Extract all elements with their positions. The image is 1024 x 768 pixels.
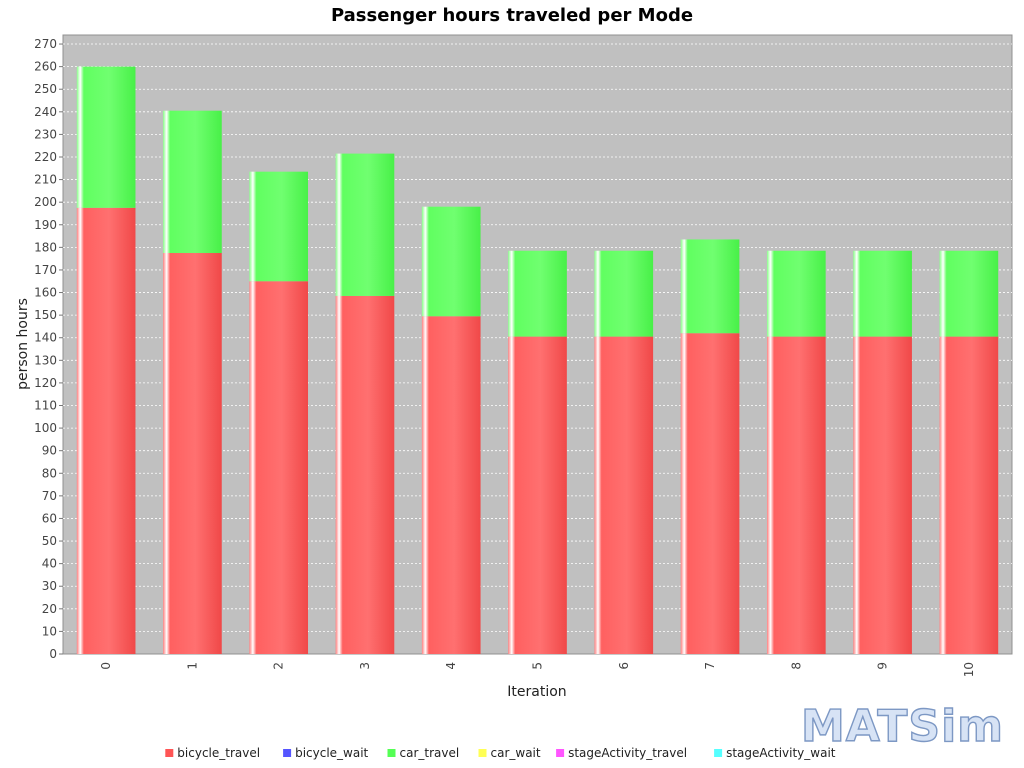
y-tick-label: 270 xyxy=(34,37,57,51)
chart-title: Passenger hours traveled per Mode xyxy=(331,5,693,26)
y-tick-label: 210 xyxy=(34,173,57,187)
bar-bicycle_travel-10 xyxy=(939,336,999,654)
x-tick-label: 8 xyxy=(789,662,803,670)
legend-swatch-stageActivity_travel xyxy=(556,749,565,757)
bar-car_travel-8 xyxy=(766,250,826,337)
legend-swatch-bicycle_travel xyxy=(165,749,174,757)
legend-label-bicycle_travel: bicycle_travel xyxy=(177,746,260,760)
bar-bicycle_travel-4 xyxy=(421,316,481,654)
y-tick-label: 250 xyxy=(34,82,57,96)
y-tick-label: 80 xyxy=(42,466,57,480)
bars xyxy=(76,66,999,654)
y-tick-label: 220 xyxy=(34,150,57,164)
y-tick-label: 190 xyxy=(34,218,57,232)
x-tick-label: 7 xyxy=(703,662,717,670)
y-tick-label: 230 xyxy=(34,127,57,141)
legend-swatch-car_travel xyxy=(387,749,396,757)
bar-bicycle_travel-8 xyxy=(766,336,826,654)
y-axis-label: person hours xyxy=(15,298,31,390)
x-tick-label: 9 xyxy=(876,662,890,670)
y-tick-label: 10 xyxy=(42,624,57,638)
x-tick-label: 2 xyxy=(272,662,286,670)
bar-bicycle_travel-1 xyxy=(163,253,222,654)
y-axis: 0 10 20 30 40 50 60 70 80 90 100 110 120 130 140 150 160… xyxy=(34,37,63,661)
x-tick-label: 0 xyxy=(99,662,113,670)
y-tick-label: 20 xyxy=(42,602,57,616)
bar-car_travel-3 xyxy=(335,153,395,296)
x-tick-label: 6 xyxy=(617,662,631,670)
bar-bicycle_travel-3 xyxy=(335,295,395,654)
y-tick-label: 100 xyxy=(34,421,57,435)
matsim-logo: MATSim xyxy=(801,701,1004,752)
y-tick-label: 260 xyxy=(34,60,57,74)
legend-label-car_travel: car_travel xyxy=(400,746,460,760)
y-tick-label: 130 xyxy=(34,353,57,367)
legend-swatch-stageActivity_wait xyxy=(714,749,723,757)
bar-car_travel-2 xyxy=(249,171,309,282)
y-tick-label: 30 xyxy=(42,579,57,593)
y-tick-label: 60 xyxy=(42,511,57,525)
bar-car_travel-1 xyxy=(163,110,222,254)
y-tick-label: 70 xyxy=(42,489,57,503)
bar-bicycle_travel-9 xyxy=(853,336,912,654)
y-tick-label: 160 xyxy=(34,286,57,300)
y-tick-label: 200 xyxy=(34,195,57,209)
x-tick-label: 1 xyxy=(185,662,199,670)
y-tick-label: 150 xyxy=(34,308,57,322)
bar-bicycle_travel-5 xyxy=(508,336,567,654)
x-tick-label: 10 xyxy=(962,662,976,677)
y-tick-label: 240 xyxy=(34,105,57,119)
x-axis: 0 1 2 3 4 5 6 7 8 9 10 xyxy=(99,662,976,677)
bar-car_travel-6 xyxy=(594,250,654,337)
y-tick-label: 180 xyxy=(34,240,57,254)
x-axis-label: Iteration xyxy=(507,684,566,700)
bar-car_travel-10 xyxy=(939,250,999,337)
bar-car_travel-0 xyxy=(76,66,136,208)
y-tick-label: 120 xyxy=(34,376,57,390)
x-tick-label: 5 xyxy=(531,662,545,670)
bar-car_travel-7 xyxy=(680,239,740,334)
y-tick-label: 0 xyxy=(49,647,57,661)
y-tick-label: 50 xyxy=(42,534,57,548)
bar-car_travel-9 xyxy=(853,250,912,337)
legend-label-stageActivity_wait: stageActivity_wait xyxy=(726,746,836,760)
y-tick-label: 40 xyxy=(42,557,57,571)
legend-swatch-bicycle_wait xyxy=(283,749,292,757)
bar-car_travel-4 xyxy=(421,206,481,317)
x-tick-label: 3 xyxy=(358,662,372,670)
y-tick-label: 140 xyxy=(34,331,57,345)
y-tick-label: 110 xyxy=(34,398,57,412)
legend-label-stageActivity_travel: stageActivity_travel xyxy=(568,746,687,760)
legend-label-bicycle_wait: bicycle_wait xyxy=(295,746,368,760)
legend: bicycle_travel bicycle_wait car_travel car_… xyxy=(165,746,836,760)
y-tick-label: 170 xyxy=(34,263,57,277)
x-tick-label: 4 xyxy=(444,662,458,670)
bar-bicycle_travel-7 xyxy=(680,333,740,654)
bar-bicycle_travel-2 xyxy=(249,281,309,654)
legend-label-car_wait: car_wait xyxy=(491,746,541,760)
bar-bicycle_travel-0 xyxy=(76,207,136,654)
y-tick-label: 90 xyxy=(42,444,57,458)
legend-swatch-car_wait xyxy=(478,749,487,757)
bar-car_travel-5 xyxy=(508,250,567,337)
bar-bicycle_travel-6 xyxy=(594,336,654,654)
